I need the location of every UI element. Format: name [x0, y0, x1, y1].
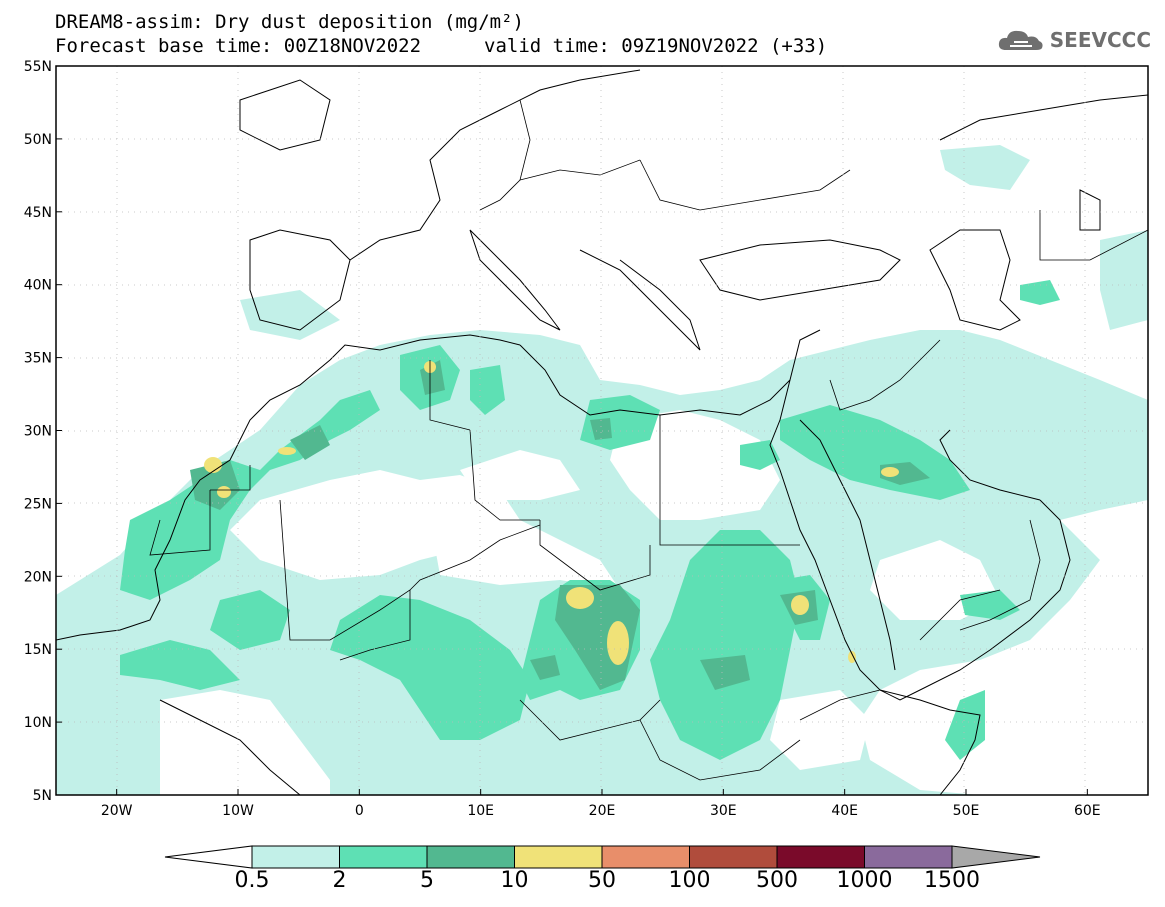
lon-label: 30E [710, 803, 737, 819]
lat-label: 25N [24, 496, 52, 512]
coastlines [56, 69, 1148, 795]
lat-label: 45N [24, 205, 52, 221]
latitude-axis: 55N 50N 45N 40N 35N 30N 25N 20N 15N 10N 5N [24, 59, 62, 804]
country-borders [149, 99, 1148, 781]
lat-label: 35N [24, 351, 52, 367]
colorbar-label: 10 [500, 868, 529, 893]
colorbar-label: 2 [332, 868, 347, 893]
lon-label: 40E [831, 803, 858, 819]
colorbar-label: 5 [420, 868, 434, 893]
lat-label: 20N [24, 569, 52, 585]
colorbar [164, 845, 1041, 869]
lat-label: 55N [24, 59, 52, 75]
lat-label: 10N [24, 715, 52, 731]
longitude-axis: 20W 10W 0 10E 20E 30E 40E 50E 60E [101, 789, 1101, 819]
colorbar-label: 500 [756, 868, 798, 893]
colorbar-low-arrow [164, 845, 253, 869]
gridlines [56, 66, 1148, 795]
lat-label: 50N [24, 132, 52, 148]
colorbar-label: 100 [668, 868, 711, 893]
cloud-icon [998, 30, 1043, 50]
lat-label: 30N [24, 424, 52, 440]
valid-time: valid time: 09Z19NOV2022 (+33) [484, 35, 828, 57]
colorbar-label: 1000 [836, 868, 893, 893]
lat-label: 40N [24, 278, 52, 294]
colorbar-high-arrow [951, 845, 1041, 869]
logo-text: SEEVCCC [1049, 28, 1151, 52]
lon-label: 10W [222, 803, 254, 819]
colorbar-label: 50 [588, 868, 616, 893]
seevccc-logo: SEEVCCC [996, 26, 1151, 54]
dust-shading-yellow [204, 361, 899, 665]
colorbar-label: 1500 [924, 868, 980, 893]
colorbar-box [339, 845, 428, 869]
lon-label: 50E [953, 803, 980, 819]
lon-label: 0 [355, 803, 364, 819]
lat-label: 15N [24, 642, 52, 658]
colorbar-box [251, 845, 340, 869]
forecast-base-time: Forecast base time: 00Z18NOV2022 [55, 35, 422, 57]
colorbar-box [689, 845, 778, 869]
colorbar-box [426, 845, 515, 869]
colorbar-label: 0.5 [234, 868, 270, 893]
lon-label: 20E [589, 803, 616, 819]
lon-label: 60E [1074, 803, 1101, 819]
no-dust-areas [160, 410, 1148, 795]
colorbar-box [514, 845, 603, 869]
colorbar-box [601, 845, 690, 869]
colorbar-box [776, 845, 865, 869]
lat-label: 5N [33, 788, 52, 804]
lon-label: 20W [101, 803, 133, 819]
colorbar-box [864, 845, 953, 869]
lon-label: 10E [467, 803, 494, 819]
map-title: DREAM8-assim: Dry dust deposition (mg/m²… [55, 11, 524, 33]
